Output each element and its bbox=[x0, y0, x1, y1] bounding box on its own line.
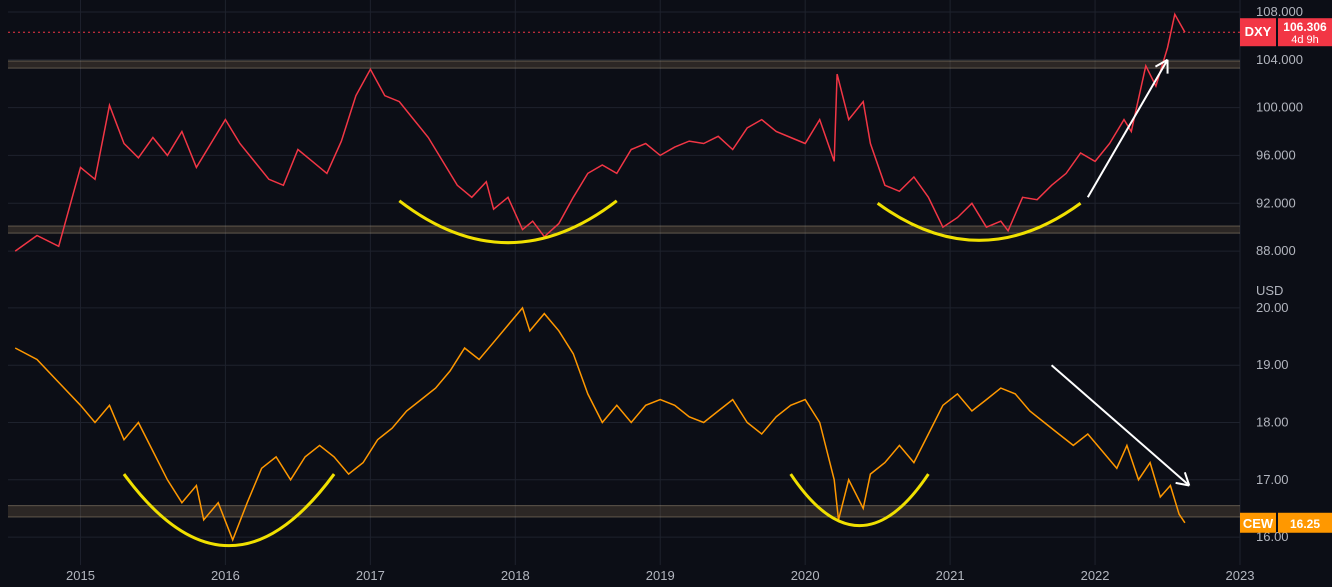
symbol-label: CEW bbox=[1243, 516, 1274, 531]
x-axis-year: 2016 bbox=[211, 568, 240, 583]
x-axis-year: 2018 bbox=[501, 568, 530, 583]
y-axis-tick: 92.000 bbox=[1256, 195, 1296, 210]
x-axis-year: 2023 bbox=[1226, 568, 1255, 583]
y-axis-tick: 96.000 bbox=[1256, 147, 1296, 162]
countdown: 4d 9h bbox=[1291, 34, 1319, 46]
support-resistance-zone bbox=[8, 506, 1240, 517]
x-axis-year: 2020 bbox=[791, 568, 820, 583]
x-axis-year: 2022 bbox=[1081, 568, 1110, 583]
y-axis-tick: 100.000 bbox=[1256, 100, 1303, 115]
y-axis-tick: 17.00 bbox=[1256, 472, 1289, 487]
trend-arrow bbox=[1088, 60, 1168, 198]
chart-svg[interactable]: 2015 2016 2017 2018 2019 2020 2021 2022 2023 88.0… bbox=[0, 0, 1332, 587]
y-axis-tick: 108.000 bbox=[1256, 4, 1303, 19]
x-axis-year: 2017 bbox=[356, 568, 385, 583]
support-resistance-zone bbox=[8, 226, 1240, 233]
currency-label: USD bbox=[1256, 283, 1283, 298]
y-axis-tick: 104.000 bbox=[1256, 52, 1303, 67]
symbol-label: DXY bbox=[1245, 24, 1272, 39]
x-axis-year: 2021 bbox=[936, 568, 965, 583]
cup-arc bbox=[399, 201, 616, 243]
y-axis-tick: 19.00 bbox=[1256, 357, 1289, 372]
cup-arc bbox=[878, 203, 1081, 240]
price-value: 106.306 bbox=[1283, 20, 1327, 34]
price-value: 16.25 bbox=[1290, 517, 1320, 531]
chart-container: 2015 2016 2017 2018 2019 2020 2021 2022 2023 88.0… bbox=[0, 0, 1332, 587]
x-axis-year: 2015 bbox=[66, 568, 95, 583]
x-axis-year: 2019 bbox=[646, 568, 675, 583]
support-resistance-zone bbox=[8, 61, 1240, 68]
trend-arrow bbox=[1052, 365, 1190, 485]
y-axis-tick: 18.00 bbox=[1256, 415, 1289, 430]
y-axis-tick: 20.00 bbox=[1256, 300, 1289, 315]
y-axis-tick: 88.000 bbox=[1256, 243, 1296, 258]
series-DXY bbox=[15, 14, 1185, 251]
